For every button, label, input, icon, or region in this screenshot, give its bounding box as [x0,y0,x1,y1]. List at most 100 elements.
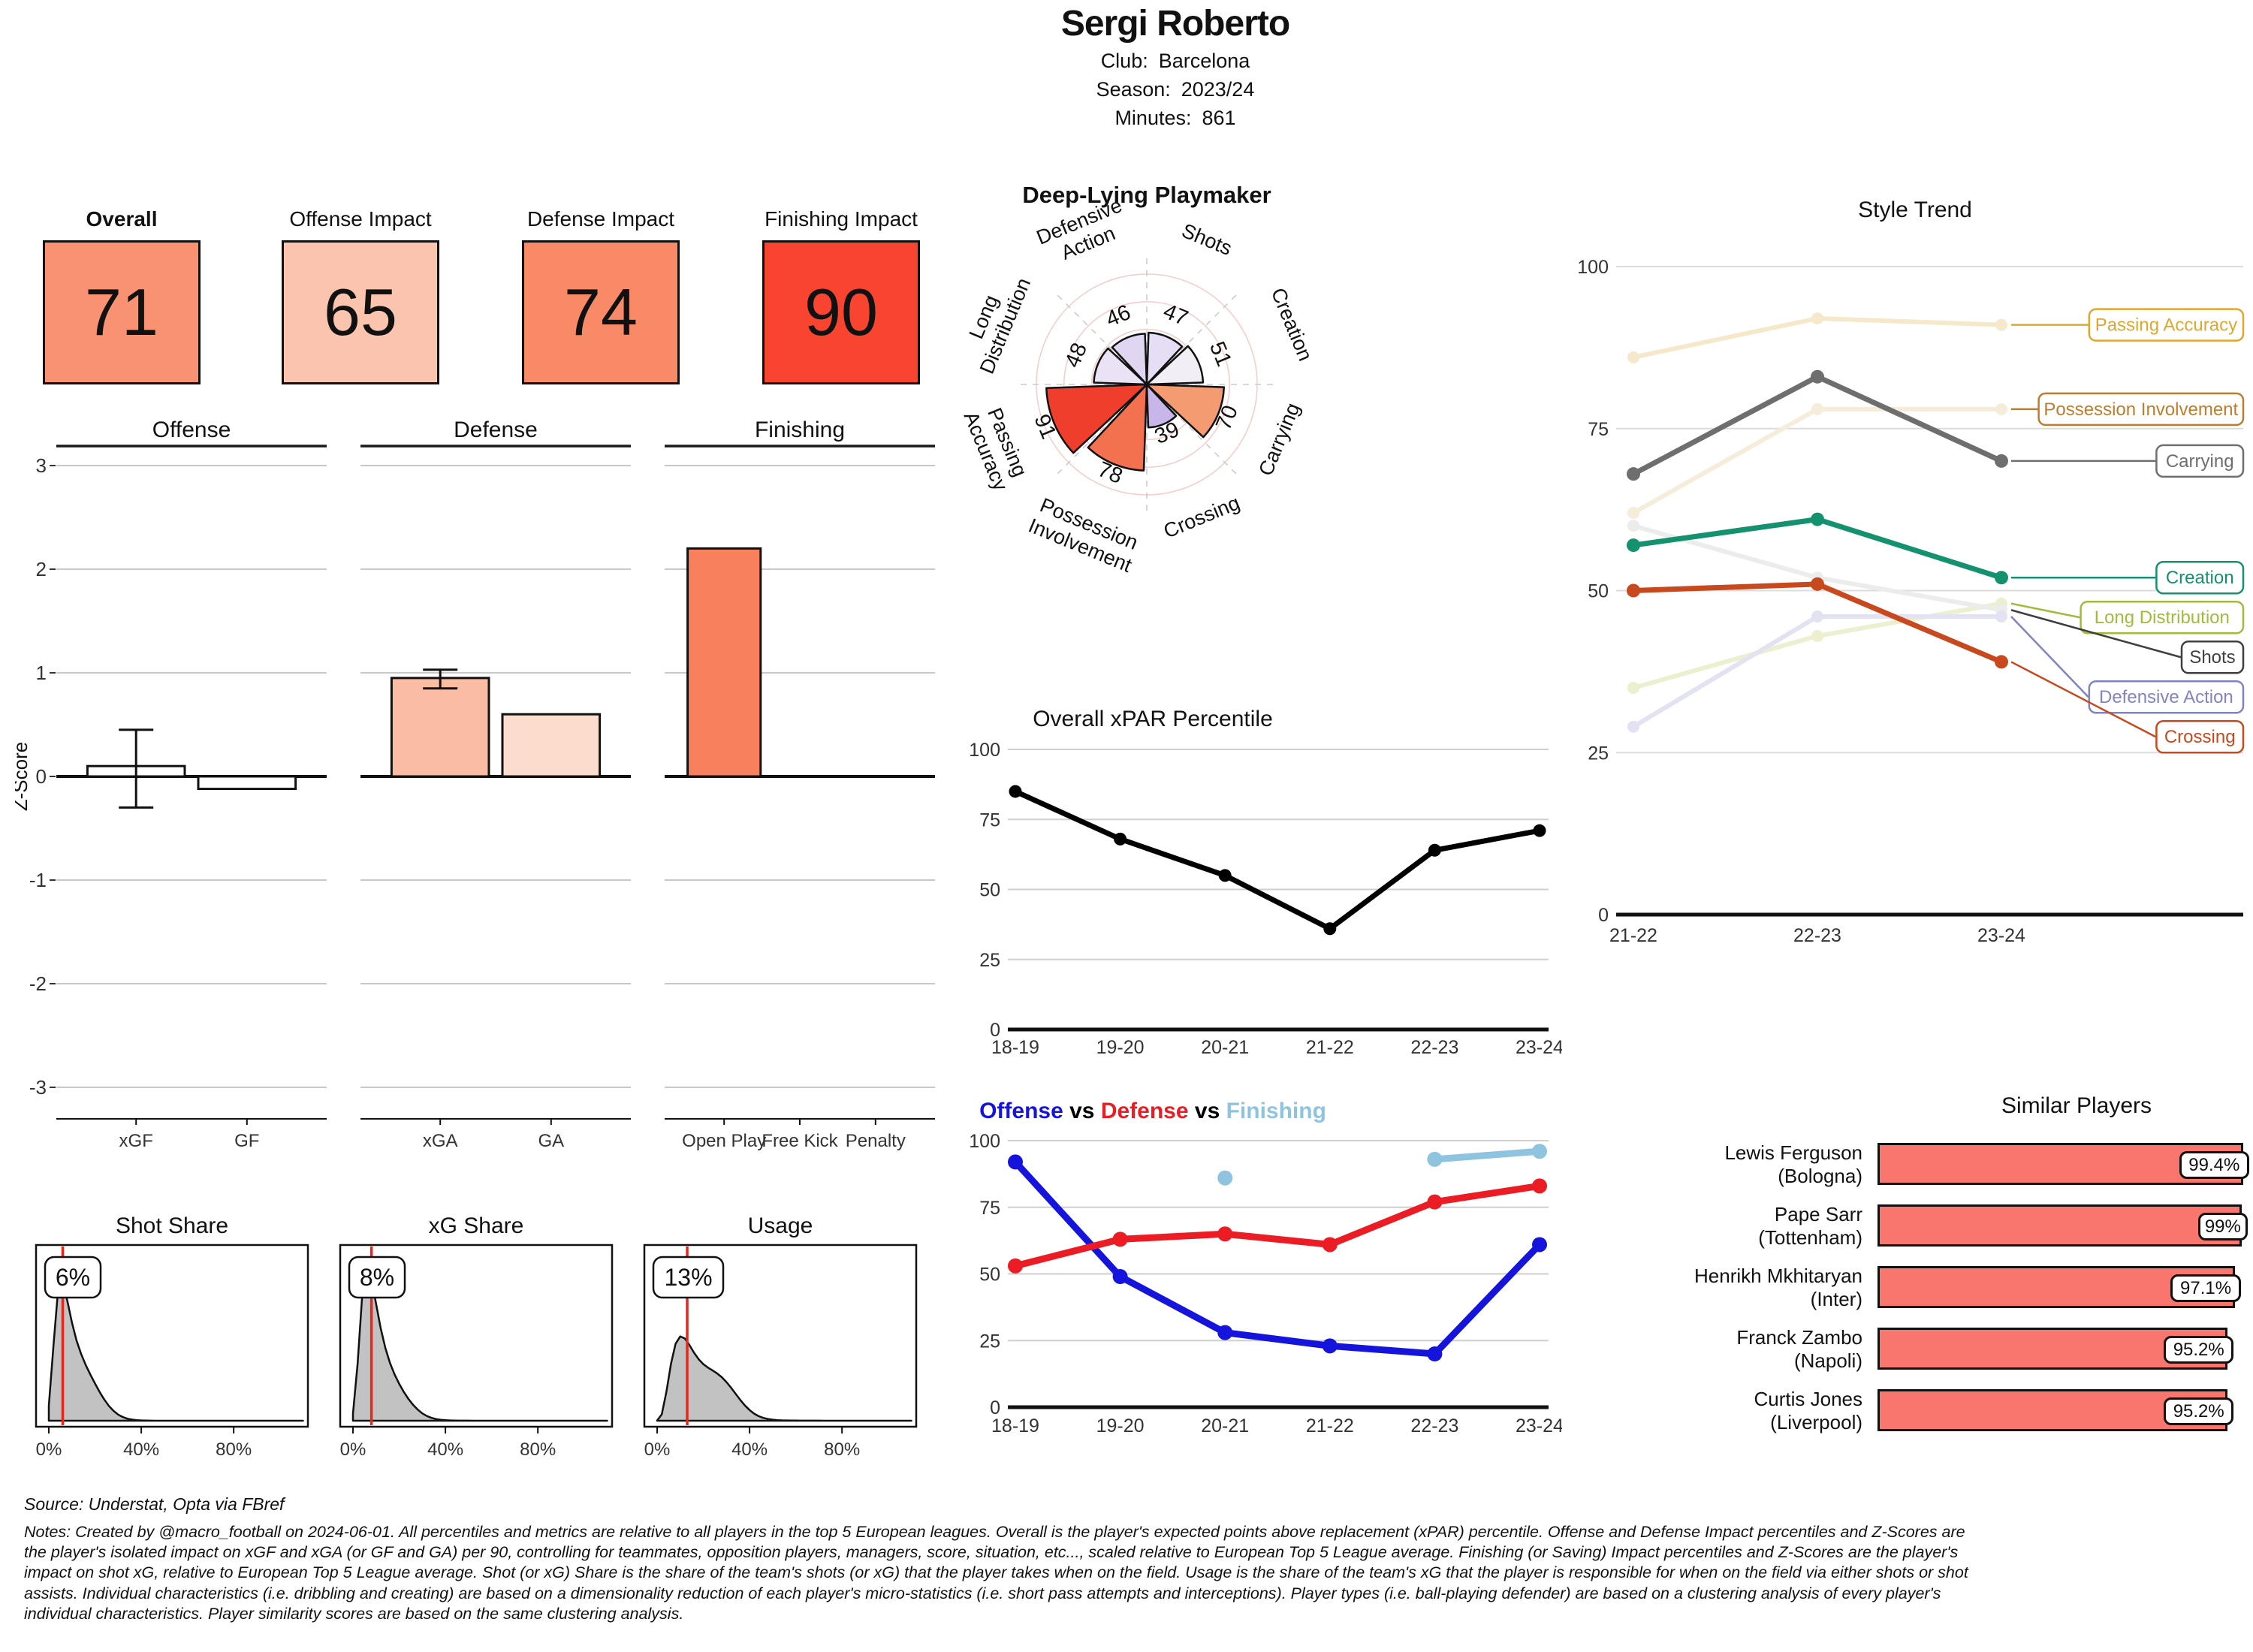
series-line [1431,1147,1543,1163]
y-tick-label: -3 [29,1076,47,1099]
wedge-value-label: 51 [1205,338,1236,369]
notes-line: Notes: Created by @macro_football on 202… [24,1523,1965,1541]
series-point [1811,577,1824,591]
series-label: Creation [2166,568,2234,588]
radar-wedge [1045,383,1148,454]
panel-border [35,1244,309,1428]
radar-wedge [1145,383,1226,439]
series-point [1627,720,1639,733]
score-card-defense-impact: Defense Impact 74 [522,207,680,384]
y-tick-label: 50 [979,880,1000,901]
score-value: 74 [564,275,638,349]
series-line [1631,406,2004,515]
y-tick-label: 25 [1588,743,1609,764]
x-tick-label: 19-20 [1096,1415,1145,1436]
y-tick-label: 0 [1598,905,1609,926]
player-club: (Napoli) [1793,1349,1862,1372]
ovdvf-chart-svg: Offense vs Defense vs Finishing 0 25 50 75 10… [969,1099,1564,1436]
xpar-percentile-line-chart: Overall xPAR Percentile 0 25 50 75 100 18-19 19… [969,702,1564,1066]
label-leader-line [2010,609,2182,659]
value-badge [44,1256,102,1299]
density-area [351,1268,608,1422]
series-label: Defensive Action [2099,687,2233,707]
season-value: 2023/24 [1181,78,1255,101]
x-tick-label: 0% [340,1439,366,1460]
series-point [1627,506,1639,519]
player-name: Lewis Ferguson [1724,1141,1862,1164]
y-tick-label: -2 [29,972,47,995]
y-tick-label: 50 [1588,581,1609,602]
score-card-label: Finishing Impact [765,207,918,231]
similar-player-row: Henrikh Mkhitaryan (Inter) 97.1% [1577,1262,2249,1319]
player-label: Franck Zambo (Napoli) [1577,1326,1862,1373]
series-point [1427,1194,1443,1210]
x-tick-label: Penalty [846,1131,906,1151]
similar-player-row: Lewis Ferguson (Bologna) 99.4% [1577,1138,2250,1195]
score-card-overall: Overall 71 [43,207,201,384]
player-name: Henrikh Mkhitaryan [1694,1265,1862,1287]
panel-title: Finishing [755,418,845,442]
wedge-value-label: 46 [1102,300,1134,332]
x-tick-label: 40% [123,1439,159,1460]
x-tick-label: 22-23 [1793,925,1841,946]
similarity-bar [1878,1204,2242,1247]
x-tick-label: 18-19 [991,1415,1039,1436]
score-card-label: Offense Impact [289,207,432,231]
series-label: Carrying [2166,451,2234,472]
series-label-box [2088,680,2245,714]
polar-spoke [1053,384,1148,478]
x-tick-label: 80% [216,1439,252,1460]
x-tick-label: 40% [731,1439,768,1460]
axis-category-label: Crossing [1160,491,1243,542]
series-point [1532,1237,1547,1253]
polar-gridline [1090,328,1203,441]
x-tick-label: 23-24 [1977,925,2025,946]
panel-border [643,1244,918,1428]
radar-wedge [1145,331,1184,386]
series-point [1217,1226,1233,1242]
x-tick-label: Open Play [682,1131,766,1151]
series-label-box [2180,640,2245,674]
y-tick-label: 1 [36,662,47,684]
x-tick-label: 21-22 [1609,925,1657,946]
label-leader-line [2010,602,2080,619]
series-label-box [2155,560,2245,595]
series-point [1322,1338,1338,1354]
series-point [1008,1258,1023,1274]
polar-spoke [1053,291,1148,385]
score-card-value-box: 65 [282,240,439,384]
series-point [1995,454,2008,468]
similar-players-title: Similar Players [2001,1093,2152,1118]
style-trend-line-chart: Style Trend 0 25 50 75 100 21-22 22-23 23-24 Pass… [1570,191,2249,972]
y-tick-label: 2 [36,558,47,580]
x-tick-label: 18-19 [991,1037,1039,1058]
club-value: Barcelona [1158,50,1250,72]
share-density-charts: Shot Share 6% 0% 40% 80% xG Share 8% 0% 40% 80% Us… [15,1210,954,1511]
title-part: vs [1063,1099,1101,1123]
panel-title: xG Share [429,1213,524,1238]
similarity-value-badge: 97.1% [2170,1274,2241,1302]
series-point [1811,512,1824,526]
score-card-offense-impact: Offense Impact 65 [282,207,439,384]
footer: Source: Understat, Opta via FBref Notes:… [24,1494,2236,1624]
series-line [1630,374,2004,477]
axis-category-label: Carrying [1254,399,1304,479]
title-part: vs [1189,1099,1226,1123]
similarity-value-badge: 95.2% [2163,1336,2234,1364]
similarity-value-badge: 95.2% [2163,1397,2234,1425]
x-tick-label: 19-20 [1096,1037,1145,1058]
player-name: Franck Zambo [1736,1326,1862,1349]
x-tick-label: 23-24 [1516,1037,1562,1058]
score-card-value-box: 74 [522,240,680,384]
offense-defense-finishing-line-chart: Offense vs Defense vs Finishing 0 25 50 75 10… [969,1093,1564,1453]
axis-category-label: LongDistribution [954,266,1035,377]
source-note: Source: Understat, Opta via FBref [24,1494,285,1514]
label-leader-line [2010,616,2089,698]
player-club: (Liverpool) [1770,1411,1862,1433]
series-point [1322,1237,1338,1253]
shares-svg: Shot Share 6% 0% 40% 80% xG Share 8% 0% 40% 80% Us… [35,1213,918,1460]
series-point [1009,785,1022,798]
series-point [1427,1151,1443,1167]
radar-wedge [1093,347,1148,386]
radar-wedge [1145,383,1178,429]
